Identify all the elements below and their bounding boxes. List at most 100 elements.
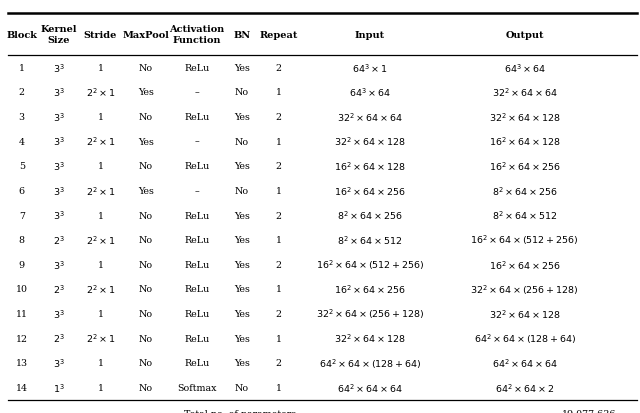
Text: Stride: Stride [84, 31, 117, 40]
Text: –: – [195, 137, 200, 146]
Text: $32^2 \times 64 \times 64$: $32^2 \times 64 \times 64$ [492, 86, 557, 99]
Text: 1: 1 [275, 186, 282, 195]
Text: $2^2 \times 1$: $2^2 \times 1$ [86, 135, 115, 148]
Text: No: No [235, 383, 249, 392]
Text: $16^2 \times 64 \times (512+256)$: $16^2 \times 64 \times (512+256)$ [316, 258, 424, 271]
Text: $16^2 \times 64 \times 256$: $16^2 \times 64 \times 256$ [334, 185, 406, 197]
Text: $2^2 \times 1$: $2^2 \times 1$ [86, 283, 115, 295]
Text: $32^2 \times 64 \times 128$: $32^2 \times 64 \times 128$ [489, 111, 561, 123]
Text: –: – [195, 88, 200, 97]
Text: $32^2 \times 64 \times (256+128)$: $32^2 \times 64 \times (256+128)$ [470, 282, 579, 296]
Text: ReLu: ReLu [184, 211, 210, 220]
Text: Yes: Yes [234, 285, 250, 294]
Text: Repeat: Repeat [259, 31, 298, 40]
Text: $2^2 \times 1$: $2^2 \times 1$ [86, 234, 115, 246]
Text: $16^2 \times 64 \times 256$: $16^2 \times 64 \times 256$ [489, 259, 561, 271]
Text: 1: 1 [97, 211, 104, 220]
Text: Softmax: Softmax [177, 383, 217, 392]
Text: $8^2 \times 64 \times 512$: $8^2 \times 64 \times 512$ [492, 209, 557, 222]
Text: $16^2 \times 64 \times 256$: $16^2 \times 64 \times 256$ [334, 283, 406, 295]
Text: $3^3$: $3^3$ [53, 135, 65, 148]
Text: No: No [139, 260, 153, 269]
Text: 1: 1 [275, 334, 282, 343]
Text: $32^2 \times 64 \times 128$: $32^2 \times 64 \times 128$ [334, 332, 406, 344]
Text: Yes: Yes [234, 162, 250, 171]
Text: Output: Output [506, 31, 544, 40]
Text: $8^2 \times 64 \times 256$: $8^2 \times 64 \times 256$ [337, 209, 403, 222]
Text: $3^3$: $3^3$ [53, 86, 65, 99]
Text: $64^3 \times 1$: $64^3 \times 1$ [352, 62, 388, 74]
Text: $16^2 \times 64 \times 256$: $16^2 \times 64 \times 256$ [489, 160, 561, 173]
Text: No: No [235, 186, 249, 195]
Text: $3^3$: $3^3$ [53, 209, 65, 222]
Text: $64^3 \times 64$: $64^3 \times 64$ [504, 62, 546, 74]
Text: 1: 1 [275, 235, 282, 244]
Text: No: No [139, 334, 153, 343]
Text: 1: 1 [275, 137, 282, 146]
Text: $8^2 \times 64 \times 512$: $8^2 \times 64 \times 512$ [337, 234, 403, 246]
Text: 1: 1 [97, 383, 104, 392]
Text: Yes: Yes [138, 137, 154, 146]
Text: Yes: Yes [234, 235, 250, 244]
Text: $2^3$: $2^3$ [53, 283, 65, 295]
Text: $32^2 \times 64 \times 128$: $32^2 \times 64 \times 128$ [489, 308, 561, 320]
Text: $64^2 \times 64 \times 64$: $64^2 \times 64 \times 64$ [492, 357, 557, 369]
Text: $2^3$: $2^3$ [53, 234, 65, 246]
Text: $32^2 \times 64 \times 128$: $32^2 \times 64 \times 128$ [334, 135, 406, 148]
Text: ReLu: ReLu [184, 358, 210, 368]
Text: MaxPool: MaxPool [122, 31, 170, 40]
Text: 12: 12 [16, 334, 28, 343]
Text: ReLu: ReLu [184, 235, 210, 244]
Text: 2: 2 [275, 211, 282, 220]
Text: Kernel
Size: Kernel Size [40, 26, 77, 45]
Text: 3: 3 [19, 113, 25, 122]
Text: $3^3$: $3^3$ [53, 160, 65, 173]
Text: 1: 1 [275, 285, 282, 294]
Text: No: No [235, 137, 249, 146]
Text: No: No [139, 211, 153, 220]
Text: $64^3 \times 64$: $64^3 \times 64$ [349, 86, 391, 99]
Text: 1: 1 [97, 64, 104, 73]
Text: 11: 11 [16, 309, 28, 318]
Text: 2: 2 [275, 260, 282, 269]
Text: 6: 6 [19, 186, 25, 195]
Text: 13: 13 [16, 358, 28, 368]
Text: $3^3$: $3^3$ [53, 357, 65, 369]
Text: $64^2 \times 64 \times (128+64)$: $64^2 \times 64 \times (128+64)$ [474, 332, 576, 345]
Text: Yes: Yes [234, 358, 250, 368]
Text: $3^3$: $3^3$ [53, 308, 65, 320]
Text: 2: 2 [275, 358, 282, 368]
Text: 2: 2 [275, 64, 282, 73]
Text: 19,077,636: 19,077,636 [561, 409, 616, 413]
Text: Yes: Yes [234, 309, 250, 318]
Text: BN: BN [234, 31, 250, 40]
Text: Yes: Yes [234, 334, 250, 343]
Text: No: No [139, 113, 153, 122]
Text: ReLu: ReLu [184, 162, 210, 171]
Text: Input: Input [355, 31, 385, 40]
Text: 1: 1 [97, 260, 104, 269]
Text: $16^2 \times 64 \times (512+256)$: $16^2 \times 64 \times (512+256)$ [470, 233, 579, 247]
Text: $3^3$: $3^3$ [53, 111, 65, 123]
Text: ReLu: ReLu [184, 309, 210, 318]
Text: Yes: Yes [234, 260, 250, 269]
Text: ReLu: ReLu [184, 113, 210, 122]
Text: Block: Block [6, 31, 37, 40]
Text: ReLu: ReLu [184, 260, 210, 269]
Text: Yes: Yes [234, 113, 250, 122]
Text: No: No [139, 285, 153, 294]
Text: $64^2 \times 64 \times 64$: $64^2 \times 64 \times 64$ [337, 381, 403, 394]
Text: 1: 1 [97, 309, 104, 318]
Text: No: No [139, 235, 153, 244]
Text: 1: 1 [275, 88, 282, 97]
Text: ReLu: ReLu [184, 334, 210, 343]
Text: No: No [139, 162, 153, 171]
Text: 1: 1 [97, 358, 104, 368]
Text: 1: 1 [275, 383, 282, 392]
Text: 1: 1 [19, 64, 25, 73]
Text: Yes: Yes [138, 186, 154, 195]
Text: 8: 8 [19, 235, 25, 244]
Text: Yes: Yes [234, 211, 250, 220]
Text: $16^2 \times 64 \times 128$: $16^2 \times 64 \times 128$ [334, 160, 406, 173]
Text: No: No [139, 383, 153, 392]
